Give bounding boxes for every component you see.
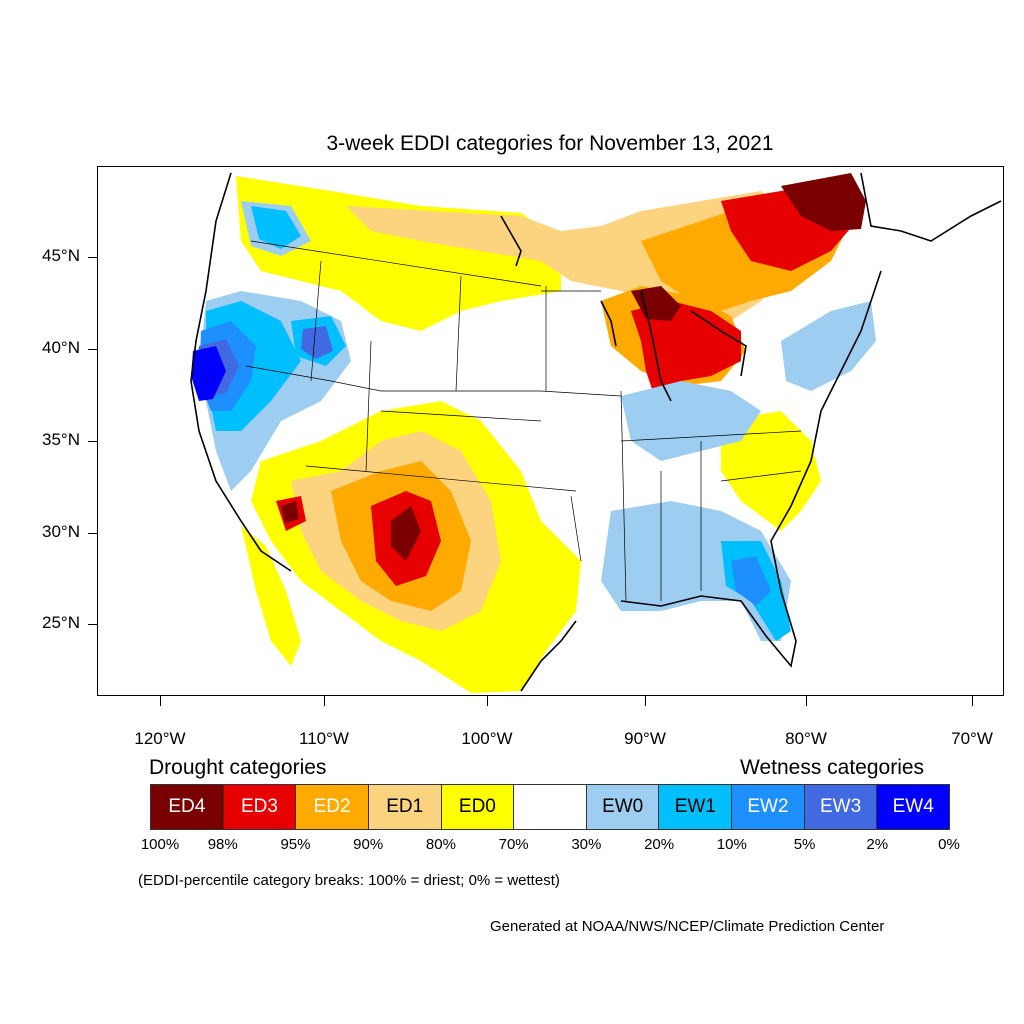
lon-label: 70°W — [951, 729, 993, 748]
legend-ew1: EW1 — [659, 785, 733, 829]
state-boundaries — [245, 240, 802, 602]
legend-break-label: 100% — [140, 836, 180, 853]
lat-label: 35°N — [42, 430, 80, 449]
ed4-arizona — [281, 501, 299, 523]
wetness-legend-title: Wetness categories — [740, 756, 925, 779]
lon-label: 120°W — [134, 729, 186, 748]
ew0-southeast — [601, 501, 791, 641]
lon-tick — [487, 696, 488, 706]
lat-label: 40°N — [42, 338, 80, 357]
drought-legend-title: Drought categories — [149, 756, 327, 779]
legend-break-label: 5% — [793, 836, 816, 853]
legend-break-label: 30% — [571, 836, 602, 853]
lat-tick — [88, 257, 97, 258]
lat-label: 25°N — [42, 613, 80, 632]
legend-ed2: ED2 — [296, 785, 369, 829]
legend-ed3: ED3 — [223, 785, 297, 829]
ew0-northeast-coast — [781, 301, 876, 391]
ew0-ohio — [621, 381, 761, 461]
lat-tick — [88, 624, 97, 625]
legend-break-label: 20% — [644, 836, 675, 853]
legend-break-label: 90% — [353, 836, 384, 853]
lon-tick — [806, 696, 807, 706]
legend-neutral — [514, 785, 587, 829]
eddi-map — [97, 166, 1004, 696]
ed4-michigan — [631, 286, 681, 321]
lat-tick — [88, 349, 97, 350]
ed0-east — [721, 411, 821, 531]
lon-label: 90°W — [624, 729, 666, 748]
lon-tick — [160, 696, 161, 706]
lat-tick — [88, 533, 97, 534]
lon-tick — [972, 696, 973, 706]
legend-ew0: EW0 — [586, 785, 660, 829]
ed0-west-coast — [241, 526, 301, 666]
lat-label: 45°N — [42, 246, 80, 265]
legend-break-label: 80% — [425, 836, 456, 853]
lon-tick — [645, 696, 646, 706]
legend-break-label: 98% — [207, 836, 238, 853]
ew4-california — [191, 346, 226, 401]
map-title: 3-week EDDI categories for November 13, … — [326, 132, 774, 155]
lon-label: 80°W — [785, 729, 827, 748]
legend-break-label: 0% — [938, 836, 960, 853]
lon-label: 110°W — [299, 729, 349, 748]
credit-line: Generated at NOAA/NWS/NCEP/Climate Predi… — [490, 918, 885, 935]
legend-break-label: 2% — [866, 836, 889, 853]
legend-ew3: EW3 — [804, 785, 878, 829]
ew2-southeast — [731, 556, 771, 606]
legend-ed0: ED0 — [441, 785, 515, 829]
lon-tick — [324, 696, 325, 706]
legend-break-label: 95% — [280, 836, 311, 853]
lat-tick — [88, 441, 97, 442]
lat-label: 30°N — [42, 522, 80, 541]
legend-ed1: ED1 — [368, 785, 442, 829]
legend-ed4: ED4 — [151, 785, 224, 829]
ed4-northeast — [781, 173, 866, 231]
ed4-southwest — [391, 506, 421, 561]
ew3-idaho — [301, 326, 333, 359]
category-note: (EDDI-percentile category breaks: 100% =… — [138, 872, 560, 889]
ew1-northwest — [251, 206, 301, 249]
eddi-map-canvas — [190, 172, 1002, 693]
coastlines — [190, 172, 1002, 692]
legend-break-label: 70% — [498, 836, 529, 853]
lon-label: 100°W — [461, 729, 513, 748]
legend-ew2: EW2 — [732, 785, 805, 829]
legend-break-label: 10% — [716, 836, 747, 853]
category-legend: ED4 ED3 ED2 ED1 ED0 EW0 EW1 EW2 EW3 EW4 — [150, 784, 950, 830]
legend-ew4: EW4 — [877, 785, 950, 829]
